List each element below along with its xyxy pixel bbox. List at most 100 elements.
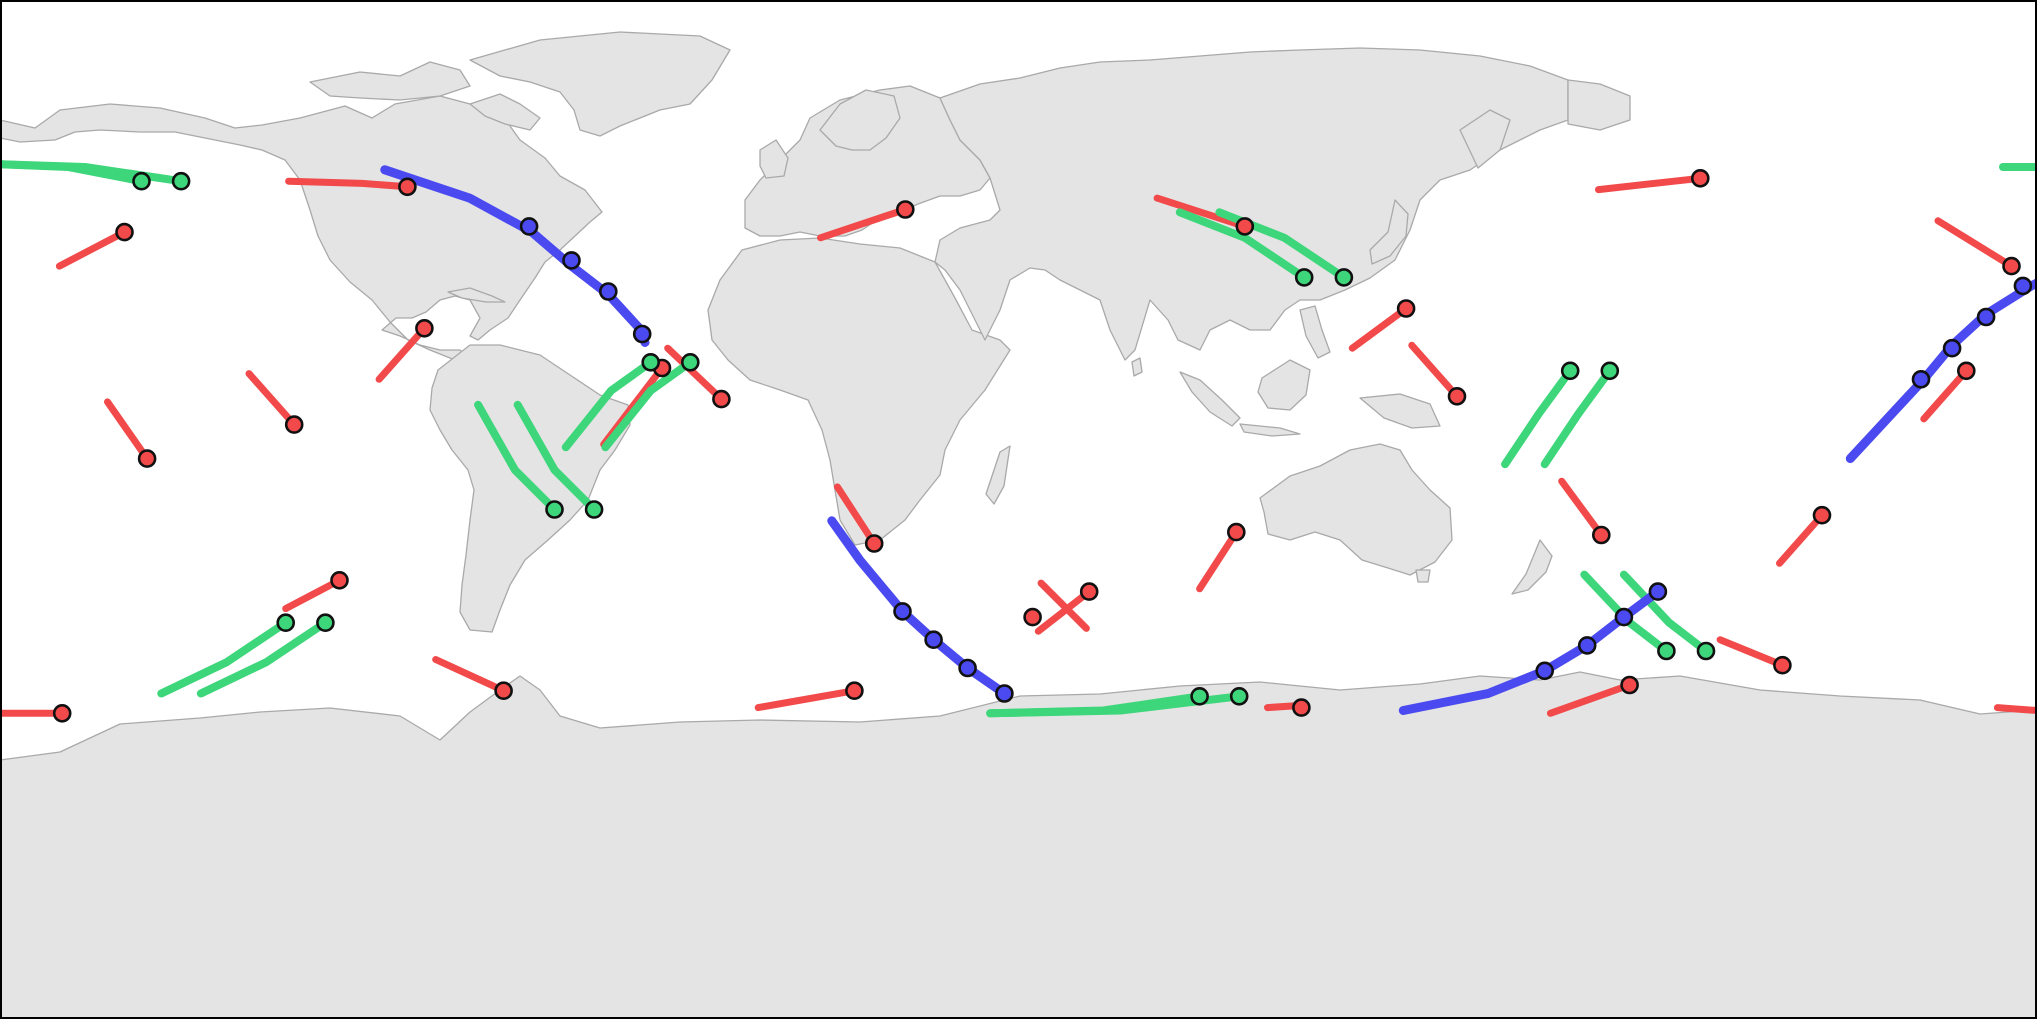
marker-green-31-0 [584,500,604,519]
landmass-java [1239,423,1301,437]
track-red-2 [245,370,298,429]
track-green-35 [196,618,330,698]
track-green-30 [474,400,559,514]
track-red-12 [754,687,858,712]
marker-red-23-0 [1773,655,1792,675]
track-red-22 [1546,681,1634,717]
marker-blue-46-3 [995,684,1014,703]
landmass-sumatra [1179,371,1241,427]
marker-green-28-0 [132,171,151,191]
marker-red-21-0 [1592,525,1611,545]
landmass-antarctica [0,671,2037,1019]
track-red-14 [1034,588,1093,635]
marker-red-2-0 [284,415,304,434]
landmass-new-guinea [1359,393,1441,429]
marker-red-7-0 [52,703,72,723]
marker-green-36-0 [1190,686,1209,706]
marker-red-6-0 [494,681,513,701]
track-red-20 [1595,174,1704,194]
marker-green-32-0 [641,352,661,372]
marker-green-39-0 [1334,268,1354,287]
marker-red-22-0 [1620,675,1639,695]
track-blue-48 [1845,278,2037,464]
landmass-baffin [469,93,541,131]
landmass-borneo [1257,359,1311,411]
marker-red-5-0 [330,570,349,590]
marker-red-16-0 [1227,522,1246,542]
marker-red-17-0 [1235,217,1255,236]
track-red-5 [282,576,343,613]
marker-red-14-0 [1079,582,1099,601]
marker-blue-48-3 [2013,276,2033,296]
marker-red-20-0 [1691,169,1710,188]
landmass-british-isles [759,139,789,179]
landmass-scandinavia [819,89,901,151]
marker-red-4-0 [398,177,417,197]
track-red-6 [432,656,508,695]
marker-green-35-0 [316,613,335,633]
track-red-17 [1153,194,1249,230]
marker-blue-47-3 [1648,582,1668,601]
track-red-4 [285,177,411,191]
track-red-23 [1716,636,1786,669]
track-green-32 [561,358,655,452]
track-green-41 [1540,366,1614,469]
landmass-sri-lanka [1131,357,1143,377]
marker-red-26-0 [1957,361,1976,381]
marker-green-33-0 [680,352,700,372]
marker-blue-46-0 [893,602,912,621]
track-red-1 [104,398,151,463]
marker-red-0-0 [115,222,134,242]
track-red-27 [1993,704,2037,714]
landmass-madagascar [985,445,1011,505]
track-red-3 [375,324,428,383]
markers-layer [52,169,2033,723]
track-green-31 [513,400,599,514]
marker-green-40-0 [1560,361,1580,381]
track-green-38 [1175,208,1309,282]
marker-blue-45-0 [519,217,539,236]
marker-red-25-0 [2002,256,2021,276]
track-red-13 [1037,579,1090,632]
marker-red-18-0 [1396,299,1416,318]
marker-blue-46-2 [958,658,977,678]
landmass-new-zealand [1511,539,1553,595]
landmass-caribbean [447,287,506,303]
track-red-25 [1934,217,2015,270]
marker-red-1-0 [137,449,157,468]
landmass-africa [707,237,1011,546]
tracks-layer [0,160,2037,723]
marker-green-42-0 [1657,641,1676,661]
marker-red-11-0 [864,534,884,553]
landmass-arctic-islands [309,61,471,101]
track-green-33 [601,358,695,452]
track-red-9 [664,344,725,403]
track-red-24 [1776,511,1826,567]
marker-red-3-0 [415,318,434,338]
landmass-australia [1259,443,1453,576]
landmass-tasmania [1415,569,1431,583]
marker-blue-47-2 [1614,607,1634,627]
track-red-10 [817,206,909,242]
landmass-chukotka [1567,79,1631,131]
marker-blue-46-1 [924,630,943,650]
track-red-0 [55,228,128,270]
marker-blue-47-0 [1535,661,1554,681]
marker-red-24-0 [1812,505,1832,525]
track-red-11 [833,483,878,547]
track-green-34 [157,618,290,698]
landmass-greenland [469,31,731,137]
marker-red-15-0 [1292,698,1311,717]
marker-green-30-0 [545,500,564,519]
marker-red-19-0 [1447,386,1467,406]
marker-red-12-0 [845,681,864,701]
marker-green-41-0 [1600,361,1620,381]
marker-blue-48-0 [1911,369,1931,389]
marker-green-38-0 [1294,268,1314,287]
landmass-asia [934,47,1569,361]
marker-green-29-0 [171,171,191,191]
track-red-16 [1196,528,1240,593]
marker-green-34-0 [276,613,296,633]
